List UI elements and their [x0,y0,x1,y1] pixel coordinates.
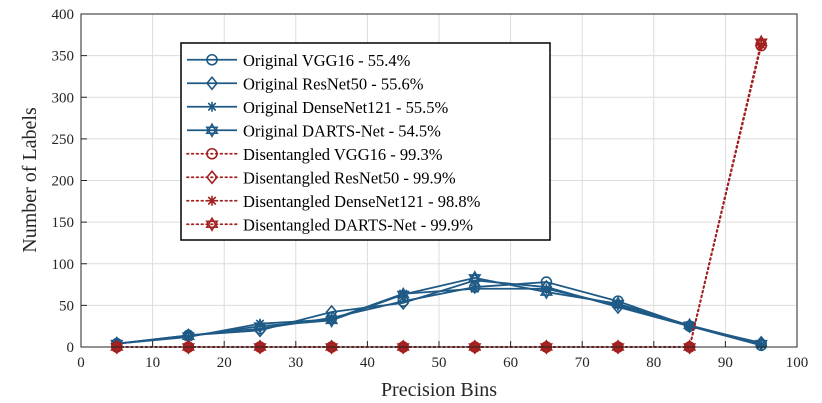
data-point-hexagram [683,317,697,333]
legend-item-5: Disentangled VGG16 - 99.3% [186,145,443,164]
legend-marker-circle [206,147,218,160]
data-point-hexagram [110,339,124,355]
y-tick-label: 250 [52,132,75,148]
data-point-asterisk [756,339,767,350]
x-tick-label: 20 [217,355,232,371]
legend-marker-asterisk [207,101,217,112]
legend-label: Disentangled ResNet50 - 99.9% [243,168,456,187]
legend-marker-circle [206,53,218,66]
legend-box [180,42,551,241]
data-point-hexagram [396,286,410,303]
data-point-diamond [397,295,410,311]
data-point-hexagram [468,339,482,355]
data-point-hexagram [611,296,625,312]
legend-marker-diamond [205,170,219,185]
data-point-hexagram [539,284,553,300]
legend-label: Original ResNet50 - 55.6% [243,74,424,93]
data-point-hexagram [181,328,195,344]
x-tick-label: 40 [360,355,375,371]
legend-item-1: Original VGG16 - 55.4% [187,51,411,70]
x-tick-label: 70 [575,355,590,371]
legend-label: Disentangled DARTS-Net - 99.9% [243,215,473,234]
x-tick-label: 80 [646,355,661,371]
data-point-hexagram [325,339,339,355]
data-point-diamond [253,323,267,338]
data-point-hexagram [468,270,482,286]
x-tick-label: 0 [77,355,85,371]
legend: Original VGG16 - 55.4% Original ResNet50 … [180,42,551,241]
y-tick-label: 400 [52,7,75,23]
x-tick-label: 10 [145,355,160,371]
y-tick-label: 350 [52,49,75,65]
axis-ticks: 0 10 20 30 40 50 60 70 80 90 100 0 50 100 150 200 250 300… [52,7,809,371]
legend-item-8: Disentangled DARTS-Net - 99.9% [186,215,473,234]
x-axis-title: Precision Bins [381,379,497,401]
legend-label: Disentangled VGG16 - 99.3% [243,145,443,164]
y-tick-label: 100 [52,257,75,273]
x-tick-label: 30 [288,355,303,371]
legend-marker-diamond [205,76,219,91]
legend-item-6: Disentangled ResNet50 - 99.9% [186,168,456,187]
y-tick-label: 0 [67,340,75,356]
data-point-asterisk [469,283,480,294]
data-point-hexagram [181,339,195,355]
data-point-hexagram [325,312,339,328]
data-point-hexagram [253,318,267,334]
legend-label: Disentangled DenseNet121 - 98.8% [243,192,481,211]
legend-label: Original DARTS-Net - 54.5% [243,121,441,140]
y-tick-label: 150 [52,215,75,231]
data-point-asterisk [613,300,623,311]
legend-marker-hexagram [205,122,219,138]
data-point-hexagram [754,34,768,50]
data-point-hexagram [539,339,553,355]
legend-marker-hexagram [205,216,219,232]
data-point-hexagram [683,339,697,355]
series-line [116,276,762,345]
legend-label: Original DenseNet121 - 55.5% [243,98,449,117]
y-tick-label: 200 [52,174,75,190]
y-axis-title: Number of Labels [19,107,41,253]
legend-marker-asterisk [207,195,217,206]
data-point-hexagram [396,339,410,355]
data-point-hexagram [611,339,625,355]
data-point-hexagram [253,339,267,355]
legend-item-3: Original DenseNet121 - 55.5% [187,98,449,117]
legend-item-4: Original DARTS-Net - 54.5% [187,121,441,140]
legend-item-2: Original ResNet50 - 55.6% [187,74,424,93]
x-tick-label: 90 [718,355,733,371]
x-tick-label: 60 [503,355,518,371]
y-tick-label: 50 [59,298,74,314]
legend-label: Original VGG16 - 55.4% [243,51,411,70]
y-tick-label: 300 [52,90,75,106]
legend-item-7: Disentangled DenseNet121 - 98.8% [186,192,481,211]
x-tick-label: 50 [432,355,447,371]
x-tick-label: 100 [786,355,809,371]
